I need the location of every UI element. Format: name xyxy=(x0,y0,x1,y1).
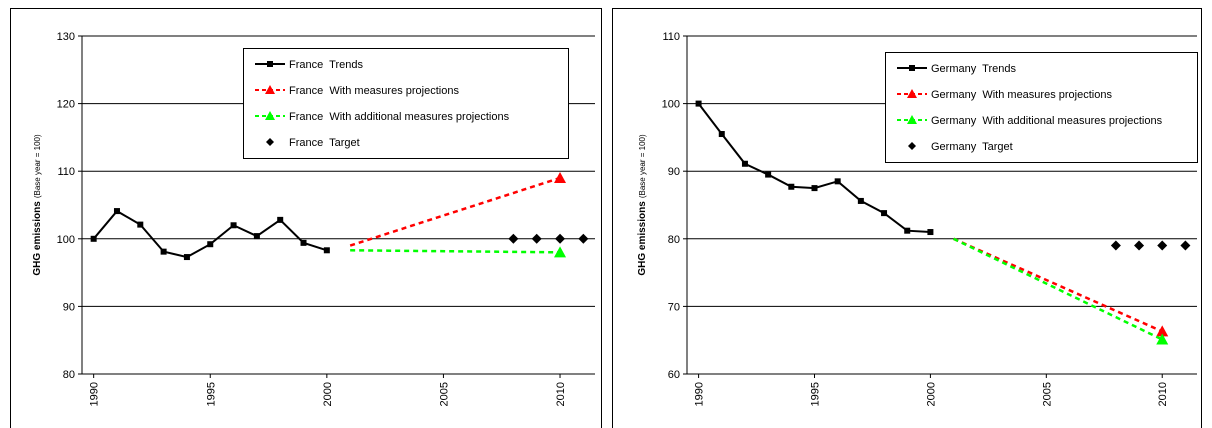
legend-box xyxy=(885,52,1198,163)
point xyxy=(508,233,519,244)
series-line xyxy=(953,237,1163,333)
point xyxy=(1156,333,1169,345)
legend-label: France Target xyxy=(289,137,360,149)
series-line xyxy=(349,176,561,247)
point xyxy=(765,171,772,178)
legend-marker xyxy=(266,138,274,146)
legend-label: France Trends xyxy=(289,59,363,71)
y-tick-label: 80 xyxy=(668,234,680,246)
x-tick-label: 1995 xyxy=(810,382,822,406)
legend-box xyxy=(243,48,569,159)
point xyxy=(137,221,144,228)
legend-marker xyxy=(907,115,917,124)
point xyxy=(718,131,725,138)
panel-border xyxy=(612,8,1202,428)
point xyxy=(90,235,97,242)
series-line xyxy=(92,209,328,259)
point xyxy=(834,178,841,185)
point xyxy=(300,239,307,246)
x-tick-label: 2010 xyxy=(555,382,567,406)
point xyxy=(811,185,818,192)
x-tick-label: 2000 xyxy=(322,382,334,406)
chart: 60 70 80 90 100 110 1990 1995 2000 2005 2010 GHG em… xyxy=(636,31,1198,406)
point xyxy=(904,227,911,234)
legend: France Trends France With measures projec… xyxy=(243,48,569,159)
point xyxy=(1134,240,1145,251)
y-tick-label: 110 xyxy=(57,166,75,178)
legend: Germany Trends Germany With measures proj… xyxy=(885,52,1198,163)
point xyxy=(207,241,214,248)
point xyxy=(788,183,795,190)
x-tick-label: 2005 xyxy=(438,382,450,406)
chart: 80 90 100 110 120 130 1990 1995 2000 2005 2010 GHG … xyxy=(31,31,595,406)
legend-label: France With additional measures projecti… xyxy=(289,111,510,123)
point xyxy=(578,233,589,244)
point xyxy=(230,222,237,229)
point xyxy=(253,233,260,240)
legend-marker xyxy=(265,111,275,120)
legend-label: Germany Target xyxy=(931,141,1013,153)
legend-label: France With measures projections xyxy=(289,85,459,97)
point xyxy=(323,247,330,254)
y-axis-label-note: (Base year = 100) xyxy=(33,134,42,198)
point xyxy=(554,171,567,183)
point xyxy=(1157,240,1168,251)
y-tick-label: 60 xyxy=(668,369,680,381)
y-tick-label: 100 xyxy=(662,99,680,111)
y-tick-label: 90 xyxy=(63,301,75,313)
y-tick-label: 100 xyxy=(57,234,75,246)
y-axis-label: GHG emissions (Base year = 100) xyxy=(636,134,648,276)
point xyxy=(183,254,190,261)
y-tick-label: 120 xyxy=(57,99,75,111)
y-tick-label: 130 xyxy=(57,31,75,43)
point xyxy=(555,233,566,244)
y-tick-label: 90 xyxy=(668,166,680,178)
panel-border xyxy=(10,8,602,428)
y-tick-label: 110 xyxy=(662,31,680,43)
x-tick-label: 2010 xyxy=(1157,382,1169,406)
y-tick-label: 70 xyxy=(668,301,680,313)
point xyxy=(1156,325,1169,337)
legend-marker xyxy=(909,65,915,71)
point xyxy=(277,216,284,223)
x-tick-label: 1990 xyxy=(694,382,706,406)
point xyxy=(741,160,748,167)
point xyxy=(531,233,542,244)
point xyxy=(1180,240,1191,251)
x-tick-label: 2000 xyxy=(925,382,937,406)
legend-marker xyxy=(267,61,273,67)
legend-marker xyxy=(908,142,916,150)
series-line xyxy=(350,249,561,254)
point xyxy=(554,246,567,258)
series-line xyxy=(953,237,1163,341)
point xyxy=(927,229,934,236)
point xyxy=(1110,240,1121,251)
x-tick-label: 1990 xyxy=(89,382,101,406)
y-axis-label-main: GHG emissions xyxy=(32,201,43,276)
point xyxy=(695,100,702,107)
point xyxy=(881,210,888,217)
legend-label: Germany With measures projections xyxy=(931,89,1112,101)
legend-marker xyxy=(907,89,917,98)
point xyxy=(160,248,167,255)
x-tick-label: 1995 xyxy=(205,382,217,406)
legend-marker xyxy=(265,85,275,94)
point xyxy=(857,197,864,204)
x-tick-label: 2005 xyxy=(1041,382,1053,406)
y-axis-label-note: (Base year = 100) xyxy=(638,134,647,198)
y-tick-label: 80 xyxy=(63,369,75,381)
y-axis-label: GHG emissions (Base year = 100) xyxy=(31,134,43,276)
point xyxy=(113,208,120,215)
legend-label: Germany With additional measures project… xyxy=(931,115,1163,127)
legend-label: Germany Trends xyxy=(931,63,1016,75)
y-axis-label-main: GHG emissions xyxy=(637,201,648,276)
